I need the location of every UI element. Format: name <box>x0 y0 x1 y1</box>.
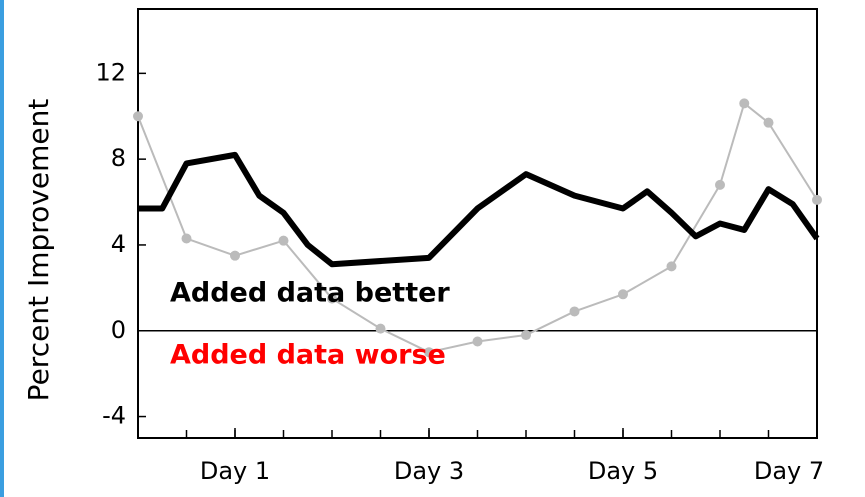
line <box>138 151 820 268</box>
marker <box>181 233 192 244</box>
annotation: Added data worse <box>170 340 446 371</box>
marker <box>472 336 483 347</box>
y-tick-label: 4 <box>111 230 126 258</box>
marker <box>278 235 289 246</box>
marker <box>618 289 628 300</box>
marker <box>715 179 725 190</box>
y-tick-label: 12 <box>95 58 126 86</box>
x-tick-label: Day 7 <box>754 457 824 485</box>
marker <box>763 117 774 128</box>
x-tick-label: Day 1 <box>200 457 270 485</box>
edge-stripe <box>0 0 4 497</box>
marker <box>569 306 580 317</box>
marker <box>230 250 240 261</box>
y-tick-label: -4 <box>102 402 126 430</box>
x-tick-label: Day 3 <box>394 457 464 485</box>
marker <box>327 293 337 304</box>
marker <box>133 111 143 122</box>
y-tick-label: 0 <box>111 316 126 344</box>
marker <box>521 330 531 341</box>
marker <box>666 261 677 272</box>
marker <box>375 323 386 334</box>
marker <box>739 98 750 109</box>
line <box>137 102 818 354</box>
y-tick-label: 8 <box>111 144 126 172</box>
y-axis-label: Percent Improvement <box>22 99 55 402</box>
annotation: Added data better <box>170 278 450 309</box>
marker <box>424 347 434 358</box>
marker <box>812 194 822 205</box>
x-tick-label: Day 5 <box>588 457 658 485</box>
